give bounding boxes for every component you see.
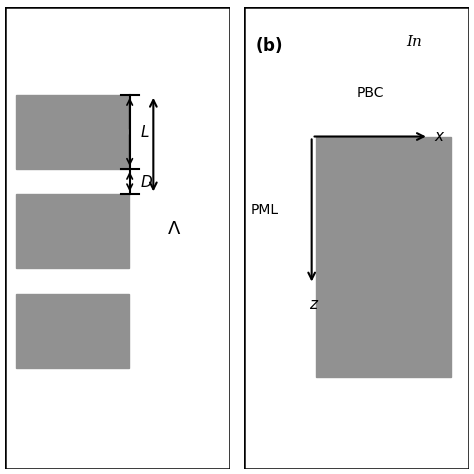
Text: PML: PML: [251, 203, 279, 218]
Bar: [316, 137, 451, 377]
Text: $z$: $z$: [309, 298, 319, 312]
Bar: [16, 95, 128, 169]
Text: $\Lambda$: $\Lambda$: [167, 220, 181, 238]
Text: $\mathbf{(b)}$: $\mathbf{(b)}$: [255, 35, 283, 55]
Text: $L$: $L$: [140, 124, 149, 140]
Text: In: In: [406, 35, 422, 49]
Bar: [16, 294, 128, 368]
Bar: [16, 194, 128, 268]
Text: $D$: $D$: [140, 173, 153, 190]
Text: PBC: PBC: [356, 85, 384, 100]
Text: $x$: $x$: [434, 129, 446, 144]
